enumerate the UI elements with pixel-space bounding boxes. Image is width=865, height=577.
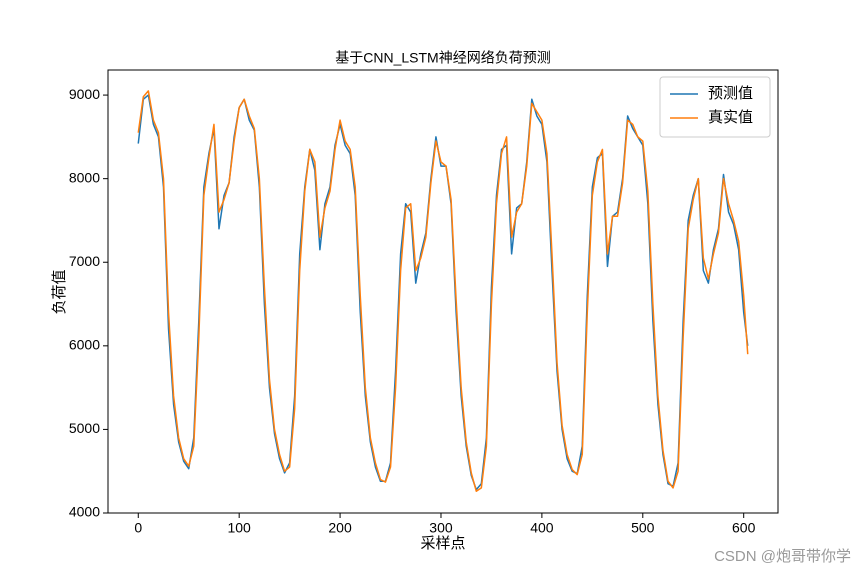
watermark: CSDN @炮哥带你学 — [714, 548, 851, 565]
legend-label: 真实值 — [708, 108, 753, 126]
series-line — [137, 90, 749, 493]
x-tick-label: 100 — [227, 520, 251, 536]
y-tick-label: 5000 — [69, 420, 100, 436]
axes-frame — [107, 69, 779, 514]
y-tick-label: 6000 — [69, 337, 100, 353]
x-tick-label: 500 — [631, 520, 655, 536]
x-tick-label: 600 — [732, 520, 756, 536]
y-tick-label: 7000 — [69, 253, 100, 269]
x-tick-label: 200 — [328, 520, 352, 536]
x-tick-label: 300 — [429, 520, 453, 536]
x-tick-label: 400 — [530, 520, 554, 536]
legend-label: 预测值 — [708, 85, 753, 102]
x-tick-label: 0 — [134, 520, 142, 536]
chart-title: 基于CNN_LSTM神经网络负荷预测 — [335, 50, 550, 66]
y-tick-label: 4000 — [69, 504, 100, 520]
y-tick-label: 8000 — [69, 169, 100, 185]
legend-box — [659, 76, 771, 138]
y-tick-label: 9000 — [69, 86, 100, 102]
x-axis-label: 采样点 — [420, 535, 465, 552]
y-axis-label: 负荷值 — [51, 269, 68, 314]
